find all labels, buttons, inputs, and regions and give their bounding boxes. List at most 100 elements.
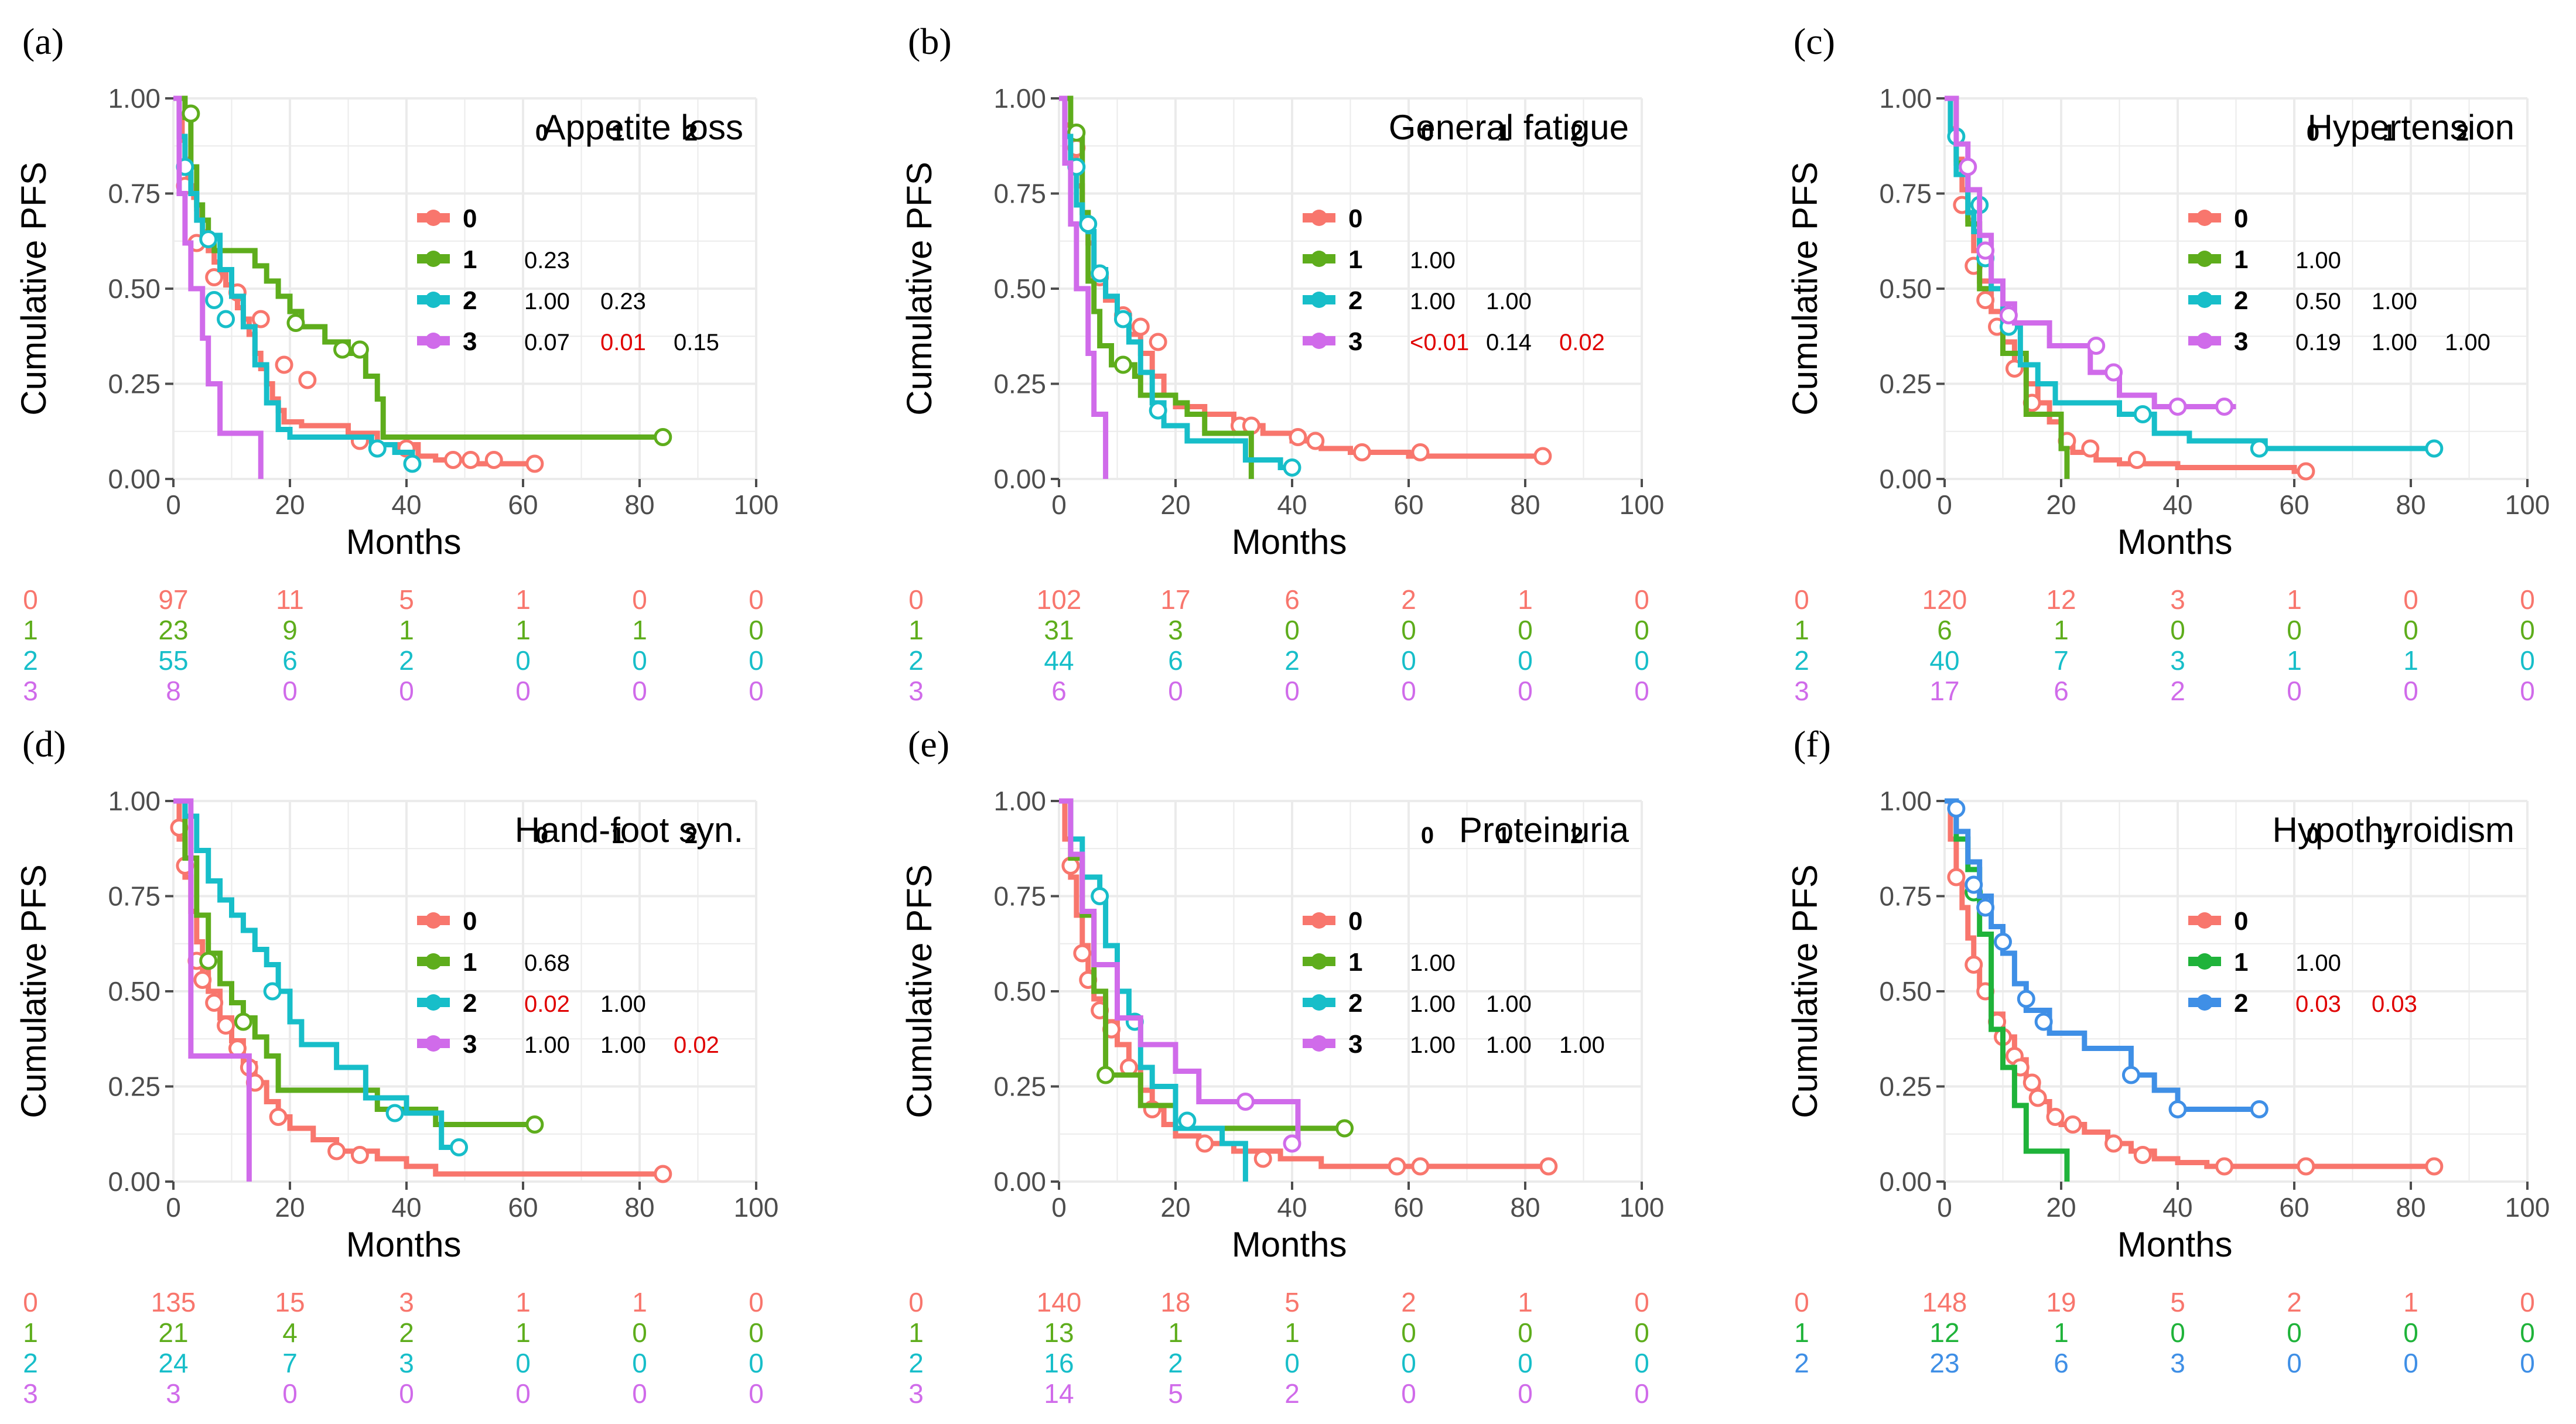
atrisk-count: 31 xyxy=(1044,615,1074,645)
censor-mark-0 xyxy=(350,1146,369,1164)
atrisk-count: 0 xyxy=(749,1317,764,1348)
atrisk-count: 0 xyxy=(399,676,414,706)
atrisk-count: 5 xyxy=(2170,1287,2185,1317)
pvalue-cell: 1.00 xyxy=(600,1032,646,1058)
atrisk-count: 0 xyxy=(1634,1348,1649,1378)
atrisk-count: 2 xyxy=(1168,1348,1183,1378)
x-tick-label: 100 xyxy=(1620,1192,1665,1223)
y-tick-label: 0.50 xyxy=(1879,976,1932,1007)
legend-label: 1 xyxy=(2234,948,2248,977)
censor-mark-1 xyxy=(1096,1066,1115,1084)
y-tick-label: 0.75 xyxy=(993,881,1046,912)
y-tick-label: 0.25 xyxy=(108,369,160,399)
censor-mark-2 xyxy=(2133,405,2152,423)
atrisk-count: 0 xyxy=(515,645,531,676)
censor-mark-3 xyxy=(2215,398,2234,416)
legend-key-dot-f2 xyxy=(2196,994,2213,1011)
atrisk-count: 0 xyxy=(1518,1348,1533,1378)
atrisk-count: 1 xyxy=(1518,1287,1533,1317)
pvalue-header: 0 xyxy=(535,120,548,146)
censor-mark-3 xyxy=(1236,1093,1255,1111)
atrisk-group-label: 0 xyxy=(908,1287,924,1317)
atrisk-count: 2 xyxy=(2170,676,2185,706)
atrisk-count: 5 xyxy=(399,584,414,615)
censor-mark-0 xyxy=(2046,1108,2065,1126)
x-tick-label: 80 xyxy=(624,1192,654,1223)
atrisk-count: 9 xyxy=(282,615,298,645)
legend-label: 1 xyxy=(463,245,477,274)
atrisk-count: 0 xyxy=(1401,676,1416,706)
atrisk-count: 0 xyxy=(1401,615,1416,645)
censor-mark-f2 xyxy=(1976,898,1995,917)
atrisk-group-label: 1 xyxy=(1794,1317,1809,1348)
atrisk-count: 0 xyxy=(2520,645,2535,676)
legend-label: 3 xyxy=(1348,327,1362,356)
x-tick-label: 40 xyxy=(391,1192,421,1223)
km-curve-3 xyxy=(173,798,252,1182)
atrisk-count: 12 xyxy=(2046,584,2076,615)
censor-mark-1 xyxy=(1113,355,1132,374)
atrisk-count: 14 xyxy=(1044,1378,1074,1409)
atrisk-group-label: 2 xyxy=(1794,1348,1809,1378)
atrisk-group-label: 2 xyxy=(23,1348,38,1378)
censor-mark-3 xyxy=(1283,1134,1301,1153)
atrisk-count: 0 xyxy=(749,1287,764,1317)
atrisk-count: 0 xyxy=(2520,615,2535,645)
y-tick-label: 0.00 xyxy=(993,1166,1046,1197)
censor-mark-0 xyxy=(2127,451,2146,469)
censor-mark-0 xyxy=(1149,333,1167,351)
censor-mark-2 xyxy=(450,1138,469,1156)
atrisk-count: 148 xyxy=(1922,1287,1967,1317)
legend-key-dot-3 xyxy=(425,1035,442,1052)
censor-mark-0 xyxy=(1073,944,1092,963)
y-axis-title: Cumulative PFS xyxy=(14,864,53,1118)
legend-key-dot-2 xyxy=(425,292,442,308)
x-tick-label: 0 xyxy=(1937,1192,1952,1223)
atrisk-count: 0 xyxy=(1401,1378,1416,1409)
legend-label: 2 xyxy=(1348,989,1362,1018)
pvalue-header: 0 xyxy=(535,823,548,848)
atrisk-count: 140 xyxy=(1037,1287,1082,1317)
legend-key-dot-2 xyxy=(1311,994,1327,1011)
atrisk-count: 1 xyxy=(2403,1287,2418,1317)
pvalue-cell: 1.00 xyxy=(2445,330,2490,355)
pvalue-cell: 1.00 xyxy=(2295,248,2341,273)
x-tick-label: 100 xyxy=(1620,490,1665,520)
censor-mark-2 xyxy=(1091,887,1109,905)
censor-mark-3 xyxy=(1976,241,1995,260)
atrisk-count: 21 xyxy=(158,1317,188,1348)
atrisk-group-label: 3 xyxy=(908,676,924,706)
panel-d: (d)0.000.250.500.751.000 20 40 60 80 100Month… xyxy=(14,723,778,1409)
censor-mark-f2 xyxy=(1947,799,1966,818)
y-tick-label: 0.50 xyxy=(108,976,160,1007)
x-axis-title: Months xyxy=(2117,522,2233,562)
pvalue-cell: 1.00 xyxy=(1486,1032,1532,1058)
y-tick-label: 0.75 xyxy=(108,179,160,209)
atrisk-count: 2 xyxy=(2287,1287,2302,1317)
censor-mark-0 xyxy=(2425,1157,2444,1176)
atrisk-count: 0 xyxy=(1284,615,1300,645)
atrisk-count: 44 xyxy=(1044,645,1074,676)
x-tick-label: 100 xyxy=(734,1192,779,1223)
pvalue-cell: 1.00 xyxy=(1410,950,1456,976)
x-tick-label: 20 xyxy=(1160,1192,1190,1223)
pvalue-cell: 0.23 xyxy=(600,289,646,314)
atrisk-group-label: 2 xyxy=(1794,645,1809,676)
pvalue-header: 0 xyxy=(2307,823,2319,848)
y-tick-label: 0.00 xyxy=(1879,464,1932,494)
legend-label: 3 xyxy=(2234,327,2248,356)
atrisk-count: 0 xyxy=(749,1348,764,1378)
censor-mark-0 xyxy=(1965,956,1983,974)
atrisk-count: 5 xyxy=(1168,1378,1183,1409)
censor-mark-0 xyxy=(2081,439,2100,458)
pvalue-cell: 1.00 xyxy=(1410,248,1456,273)
atrisk-count: 0 xyxy=(2287,1317,2302,1348)
pvalue-cell: 0.03 xyxy=(2372,991,2417,1017)
y-tick-label: 0.75 xyxy=(1879,881,1932,912)
legend-label: 0 xyxy=(1348,907,1362,936)
x-tick-label: 0 xyxy=(166,1192,181,1223)
atrisk-count: 2 xyxy=(1401,584,1416,615)
x-tick-label: 20 xyxy=(2046,490,2076,520)
atrisk-count: 1 xyxy=(1168,1317,1183,1348)
atrisk-count: 0 xyxy=(1634,584,1649,615)
